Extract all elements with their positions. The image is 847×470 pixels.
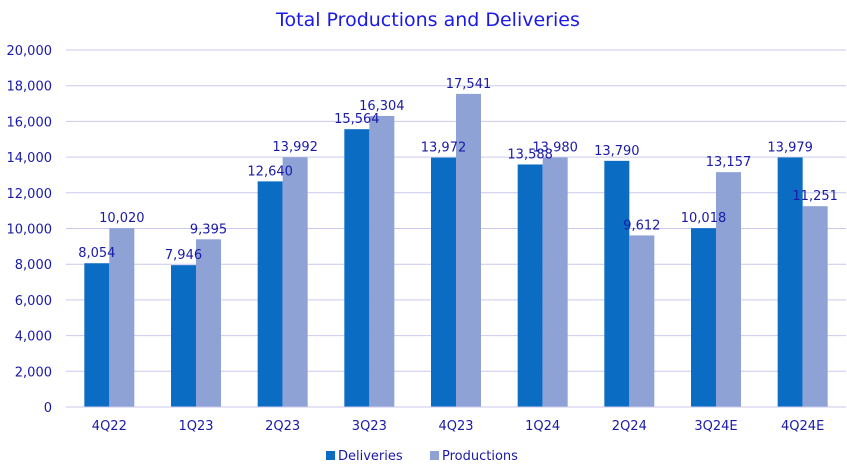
bar-productions-1q23 (196, 239, 221, 407)
bar-productions-4q23 (456, 93, 481, 407)
data-label-deliveries-4q24e: 13,979 (767, 140, 813, 155)
legend-swatch-productions (430, 451, 439, 460)
data-label-productions-4q23: 17,541 (446, 77, 492, 92)
y-axis: 0 2,000 4,000 6,000 8,000 10,000 12,000 14,000 1… (7, 44, 53, 416)
y-tick-label: 10,000 (7, 223, 53, 238)
bar-productions-3q23 (369, 115, 395, 407)
bar-deliveries-3q23 (344, 129, 370, 407)
data-label-deliveries-2q23: 12,640 (247, 164, 293, 179)
data-label-productions-2q23: 13,992 (272, 140, 318, 155)
bar-deliveries-2q24 (604, 160, 630, 407)
data-label-deliveries-4q23: 13,972 (421, 141, 467, 156)
bar-deliveries-4q24e (777, 157, 803, 407)
y-tick-label: 8,000 (15, 258, 52, 273)
data-label-productions-2q24: 9,612 (623, 218, 660, 233)
bar-deliveries-1q23 (171, 265, 196, 407)
data-labels: 8,05410,0207,9469,39512,64013,99215,5641… (78, 77, 838, 263)
y-tick-label: 16,000 (7, 115, 53, 130)
bars (84, 93, 828, 407)
data-label-deliveries-3q23: 15,564 (334, 112, 380, 127)
y-tick-label: 2,000 (15, 365, 52, 380)
bar-productions-2q24 (629, 235, 655, 407)
data-label-productions-1q23: 9,395 (190, 222, 227, 237)
data-label-deliveries-3q24e: 10,018 (681, 211, 727, 226)
x-tick-label: 4Q23 (438, 419, 473, 434)
bar-deliveries-2q23 (257, 181, 283, 407)
data-label-deliveries-1q24: 13,588 (507, 147, 553, 162)
data-label-productions-3q24e: 13,157 (706, 155, 752, 170)
x-tick-label: 1Q23 (178, 419, 213, 434)
y-tick-label: 12,000 (7, 187, 53, 202)
bar-deliveries-1q24 (517, 164, 543, 407)
chart-title: Total Productions and Deliveries (275, 9, 580, 31)
legend-swatch-deliveries (326, 451, 335, 460)
bar-productions-4q24e (802, 206, 828, 407)
x-tick-label: 2Q24 (612, 419, 647, 434)
legend-label-productions: Productions (442, 449, 518, 464)
bar-deliveries-4q22 (84, 263, 110, 407)
data-label-productions-3q23: 16,304 (359, 99, 405, 114)
x-tick-label: 4Q24E (781, 419, 824, 434)
data-label-productions-4q24e: 11,251 (792, 189, 838, 204)
bar-productions-3q24e (716, 172, 741, 407)
bar-productions-2q23 (282, 157, 308, 407)
y-tick-label: 4,000 (15, 330, 52, 345)
legend-label-deliveries: Deliveries (338, 449, 403, 464)
data-label-productions-1q24: 13,980 (532, 140, 578, 155)
data-label-deliveries-2q24: 13,790 (594, 144, 640, 159)
data-label-deliveries-1q23: 7,946 (165, 248, 202, 263)
data-label-productions-4q22: 10,020 (99, 211, 145, 226)
data-label-deliveries-4q22: 8,054 (78, 246, 115, 261)
y-tick-label: 18,000 (7, 80, 53, 95)
bar-deliveries-3q24e (691, 228, 716, 407)
bar-productions-1q24 (542, 157, 568, 407)
x-tick-label: 3Q23 (352, 419, 387, 434)
legend: Deliveries Productions (326, 449, 518, 464)
y-tick-label: 20,000 (7, 44, 53, 59)
x-tick-label: 2Q23 (265, 419, 300, 434)
bar-productions-4q22 (109, 228, 135, 407)
y-tick-label: 14,000 (7, 151, 53, 166)
x-tick-label: 1Q24 (525, 419, 560, 434)
y-tick-label: 0 (44, 401, 52, 416)
x-tick-label: 3Q24E (694, 419, 737, 434)
x-axis: 4Q22 1Q23 2Q23 3Q23 4Q23 1Q24 2Q24 3Q24E 4Q24E (66, 406, 846, 434)
bar-deliveries-4q23 (431, 157, 456, 407)
x-tick-label: 4Q22 (92, 419, 127, 434)
y-tick-label: 6,000 (15, 294, 52, 309)
